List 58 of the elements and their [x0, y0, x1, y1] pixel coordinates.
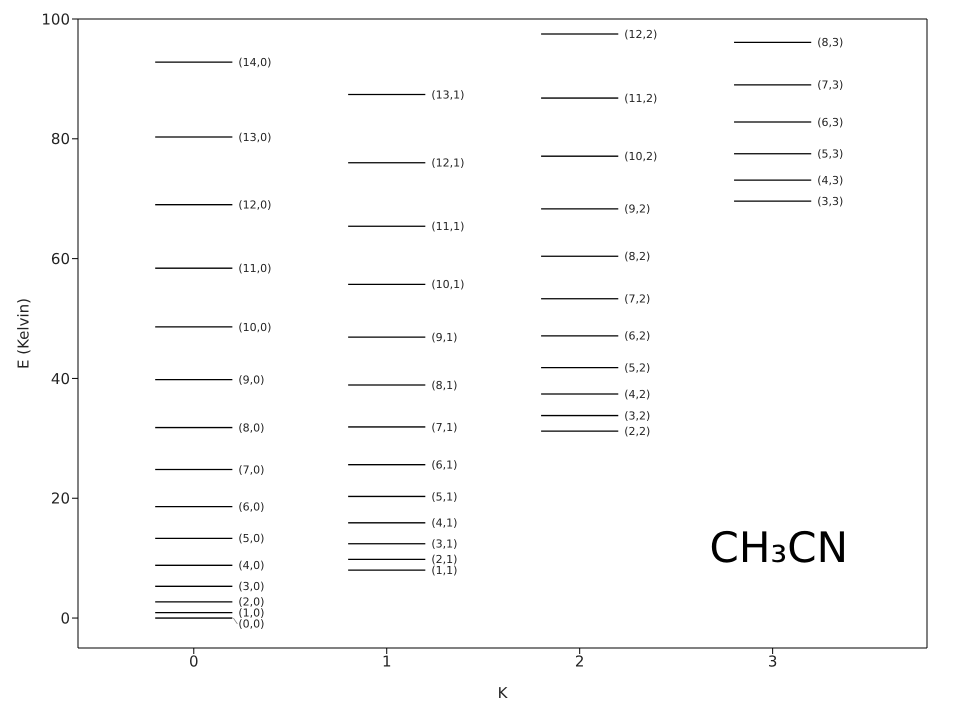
annotation: (4,1): [431, 516, 458, 530]
annotation: (6,0): [238, 500, 264, 514]
annotation: (8,3): [817, 36, 844, 50]
annotation: (9,0): [238, 373, 264, 386]
annotation: (6,1): [431, 458, 458, 472]
x-tick-label: 2: [574, 652, 584, 671]
annotation: (11,2): [624, 92, 658, 105]
y-axis-title: E (Kelvin): [14, 298, 32, 369]
x-tick-label: 0: [189, 652, 199, 671]
annotation: (2,2): [624, 424, 650, 438]
x-tick-label: 1: [382, 652, 392, 671]
annotation: (7,3): [817, 78, 844, 92]
annotation: (4,3): [817, 174, 844, 187]
x-axis-title: K: [498, 684, 509, 702]
annotation: (11,1): [431, 220, 464, 234]
y-tick-label: 80: [50, 130, 70, 148]
annotation: (3,0): [238, 580, 264, 594]
y-tick-label: 0: [60, 609, 70, 628]
annotation: (3,3): [817, 194, 844, 208]
annotation: (6,2): [624, 330, 650, 343]
annotation: (11,0): [238, 262, 272, 276]
annotation: (13,1): [431, 88, 464, 102]
annotation: (5,3): [817, 148, 844, 161]
annotation: (4,2): [624, 388, 650, 401]
annotation: (10,2): [624, 150, 658, 164]
annotation: (9,2): [624, 202, 650, 216]
annotation: (12,2): [624, 28, 658, 41]
annotation: (7,1): [431, 420, 458, 434]
y-tick-label: 60: [50, 250, 70, 268]
annotation: CH₃CN: [710, 523, 848, 572]
annotation: (2,1): [431, 553, 458, 566]
annotation: (8,0): [238, 421, 264, 434]
annotation: (4,0): [238, 559, 264, 572]
annotation: (5,0): [238, 532, 264, 546]
annotation: (8,2): [624, 250, 650, 264]
annotation: (12,1): [431, 156, 464, 170]
annotation: (3,1): [431, 538, 458, 551]
annotation: (7,2): [624, 292, 650, 306]
annotation: (1,1): [431, 564, 458, 578]
annotation: (1,0): [238, 606, 264, 620]
annotation: (6,3): [817, 116, 844, 129]
y-tick-label: 100: [41, 10, 70, 28]
annotation: (7,0): [238, 463, 264, 476]
y-tick-label: 20: [50, 490, 70, 508]
y-tick-label: 40: [50, 370, 70, 388]
annotation: (2,0): [238, 596, 264, 609]
annotation: (5,2): [624, 361, 650, 374]
annotation: (10,1): [431, 278, 464, 292]
annotation: (12,0): [238, 198, 272, 212]
x-tick-label: 3: [768, 652, 778, 671]
annotation: (10,0): [238, 320, 272, 334]
annotation: (14,0): [238, 56, 272, 69]
annotation: (9,1): [431, 330, 458, 344]
annotation: (3,2): [624, 409, 650, 422]
annotation: (13,0): [238, 130, 272, 144]
annotation: (5,1): [431, 490, 458, 504]
annotation: (0,0): [238, 618, 264, 631]
annotation: (8,1): [431, 378, 458, 392]
